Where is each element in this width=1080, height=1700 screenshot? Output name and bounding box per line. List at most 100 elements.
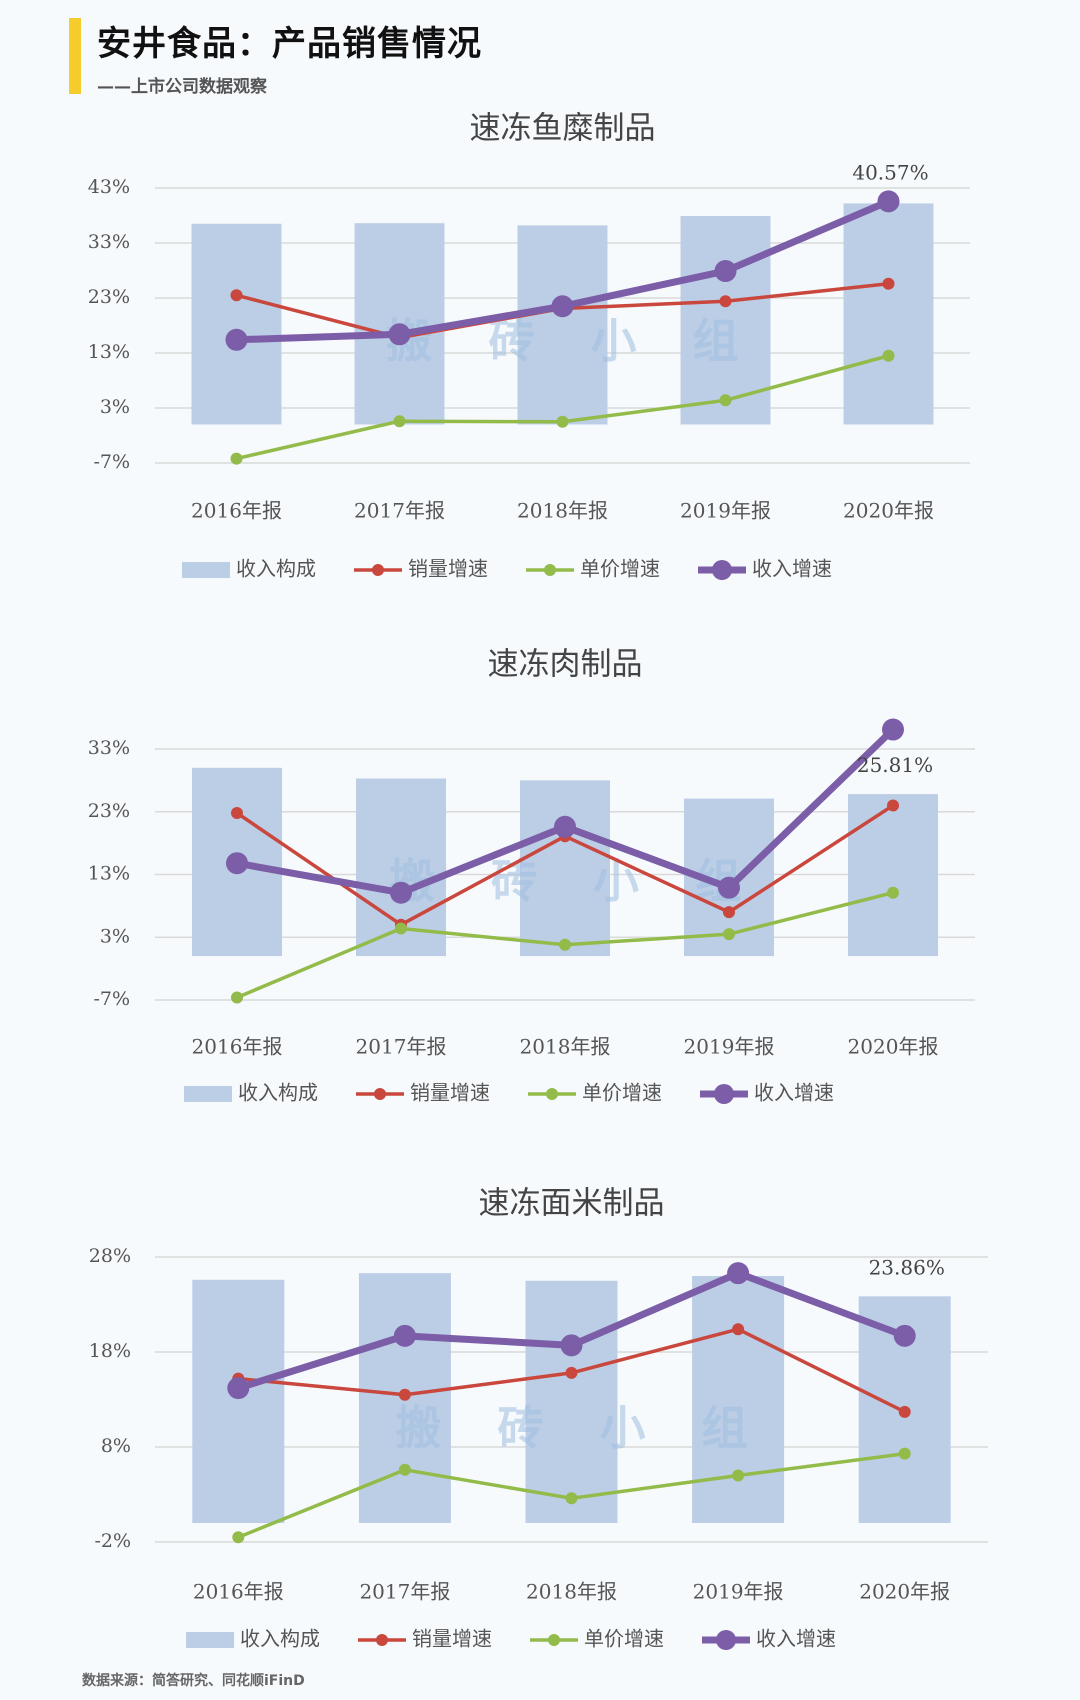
data-label: 40.57% — [852, 160, 928, 184]
legend-swatch-marker — [372, 564, 384, 576]
legend-label: 单价增速 — [584, 1627, 664, 1651]
x-category-label: 2016年报 — [192, 1035, 283, 1059]
y-tick-label: 33% — [88, 231, 130, 253]
bar-revenue-share — [192, 1279, 285, 1523]
point-revenue-growth — [551, 295, 574, 318]
point-price-growth — [395, 922, 407, 935]
legend-label: 收入构成 — [236, 557, 316, 581]
point-volume-growth — [231, 807, 243, 820]
point-volume-growth — [887, 799, 899, 812]
page-subtitle: ——上市公司数据观察 — [97, 77, 267, 97]
x-category-label: 2017年报 — [354, 499, 445, 523]
y-tick-label: 3% — [100, 396, 130, 418]
bar-revenue-share — [517, 225, 608, 425]
y-tick-label: -7% — [93, 988, 130, 1010]
point-revenue-growth — [718, 876, 740, 899]
y-tick-label: -7% — [93, 451, 130, 473]
point-price-growth — [898, 1447, 911, 1460]
point-price-growth — [732, 1469, 745, 1482]
point-price-growth — [559, 938, 571, 951]
x-category-label: 2018年报 — [517, 499, 608, 523]
legend-swatch-marker — [544, 564, 556, 576]
point-price-growth — [882, 349, 895, 362]
point-volume-growth — [230, 289, 243, 302]
point-price-growth — [231, 991, 243, 1004]
point-revenue-growth — [554, 815, 576, 838]
point-volume-growth — [398, 1388, 411, 1401]
legend-price-growth: 单价增速 — [528, 1081, 662, 1105]
legend-bar-revenue-share: 收入构成 — [182, 557, 316, 581]
legend-revenue-growth: 收入增速 — [700, 1081, 834, 1105]
legend-swatch — [186, 1632, 234, 1648]
point-revenue-growth — [393, 1324, 416, 1347]
point-price-growth — [232, 1531, 245, 1544]
x-category-label: 2016年报 — [191, 499, 282, 523]
legend-volume-growth: 销量增速 — [354, 557, 488, 581]
bar-revenue-share — [692, 1276, 785, 1523]
y-tick-label: 33% — [88, 737, 130, 759]
point-revenue-growth — [560, 1334, 583, 1357]
chart-noodle-rice-products: 速冻面米制品 28% 18% 8% -2% 搬 砖 小 组 23.86% 2016年报 2017… — [89, 1186, 988, 1651]
legend-swatch-marker — [376, 1634, 388, 1646]
legend-swatch-marker — [546, 1088, 558, 1100]
x-category-label: 2018年报 — [526, 1580, 617, 1604]
point-revenue-growth — [877, 190, 900, 213]
legend-label: 销量增速 — [408, 557, 488, 581]
legend-label: 收入增速 — [756, 1627, 836, 1651]
page-title: 安井食品：产品销售情况 — [97, 24, 482, 64]
x-category-label: 2020年报 — [859, 1580, 950, 1604]
chart-title: 速冻鱼糜制品 — [470, 111, 656, 147]
bar-revenue-share — [520, 780, 610, 957]
legend-swatch-marker — [716, 1630, 736, 1650]
x-category-label: 2019年报 — [693, 1580, 784, 1604]
legend-label: 收入构成 — [240, 1627, 320, 1651]
legend-bar-revenue-share: 收入构成 — [184, 1081, 318, 1105]
x-category-label: 2020年报 — [848, 1035, 939, 1059]
point-volume-growth — [898, 1405, 911, 1418]
legend-price-growth: 单价增速 — [526, 557, 660, 581]
data-source: 数据来源：简答研究、同花顺iFinD — [82, 1673, 305, 1689]
point-price-growth — [230, 452, 243, 465]
legend-label: 单价增速 — [582, 1081, 662, 1105]
point-revenue-growth — [893, 1324, 916, 1347]
legend-revenue-growth: 收入增速 — [702, 1627, 836, 1651]
point-price-growth — [556, 415, 569, 428]
legend-swatch — [184, 1086, 232, 1102]
legend-volume-growth: 销量增速 — [356, 1081, 490, 1105]
point-price-growth — [393, 415, 406, 428]
bar-revenue-share — [680, 216, 771, 425]
legend-label: 收入增速 — [752, 557, 832, 581]
point-price-growth — [719, 394, 732, 407]
point-volume-growth — [882, 277, 895, 290]
point-revenue-growth — [727, 1262, 750, 1285]
data-label: 23.86% — [869, 1255, 945, 1279]
point-volume-growth — [723, 906, 735, 919]
watermark-text: 搬 砖 小 组 — [395, 1401, 767, 1455]
x-category-label: 2019年报 — [684, 1035, 775, 1059]
y-tick-label: 13% — [88, 341, 130, 363]
point-volume-growth — [732, 1323, 745, 1336]
point-revenue-growth — [390, 881, 412, 904]
point-revenue-growth — [227, 1377, 250, 1400]
point-volume-growth — [719, 295, 732, 308]
y-tick-label: 23% — [88, 800, 130, 822]
y-tick-label: 43% — [88, 176, 130, 198]
legend-label: 收入构成 — [238, 1081, 318, 1105]
point-revenue-growth — [714, 260, 737, 283]
bar-revenue-share — [525, 1280, 618, 1523]
x-category-label: 2018年报 — [520, 1035, 611, 1059]
x-category-label: 2017年报 — [356, 1035, 447, 1059]
y-tick-label: 23% — [88, 286, 130, 308]
point-volume-growth — [565, 1366, 578, 1379]
x-category-label: 2019年报 — [680, 499, 771, 523]
legend-label: 销量增速 — [412, 1627, 492, 1651]
legend-label: 单价增速 — [580, 557, 660, 581]
point-revenue-growth — [225, 328, 248, 351]
y-tick-label: 28% — [89, 1245, 131, 1267]
y-tick-label: 13% — [88, 863, 130, 885]
y-tick-label: 8% — [101, 1435, 131, 1457]
x-category-label: 2016年报 — [193, 1580, 284, 1604]
legend-swatch-marker — [374, 1088, 386, 1100]
legend-revenue-growth: 收入增速 — [698, 557, 832, 581]
